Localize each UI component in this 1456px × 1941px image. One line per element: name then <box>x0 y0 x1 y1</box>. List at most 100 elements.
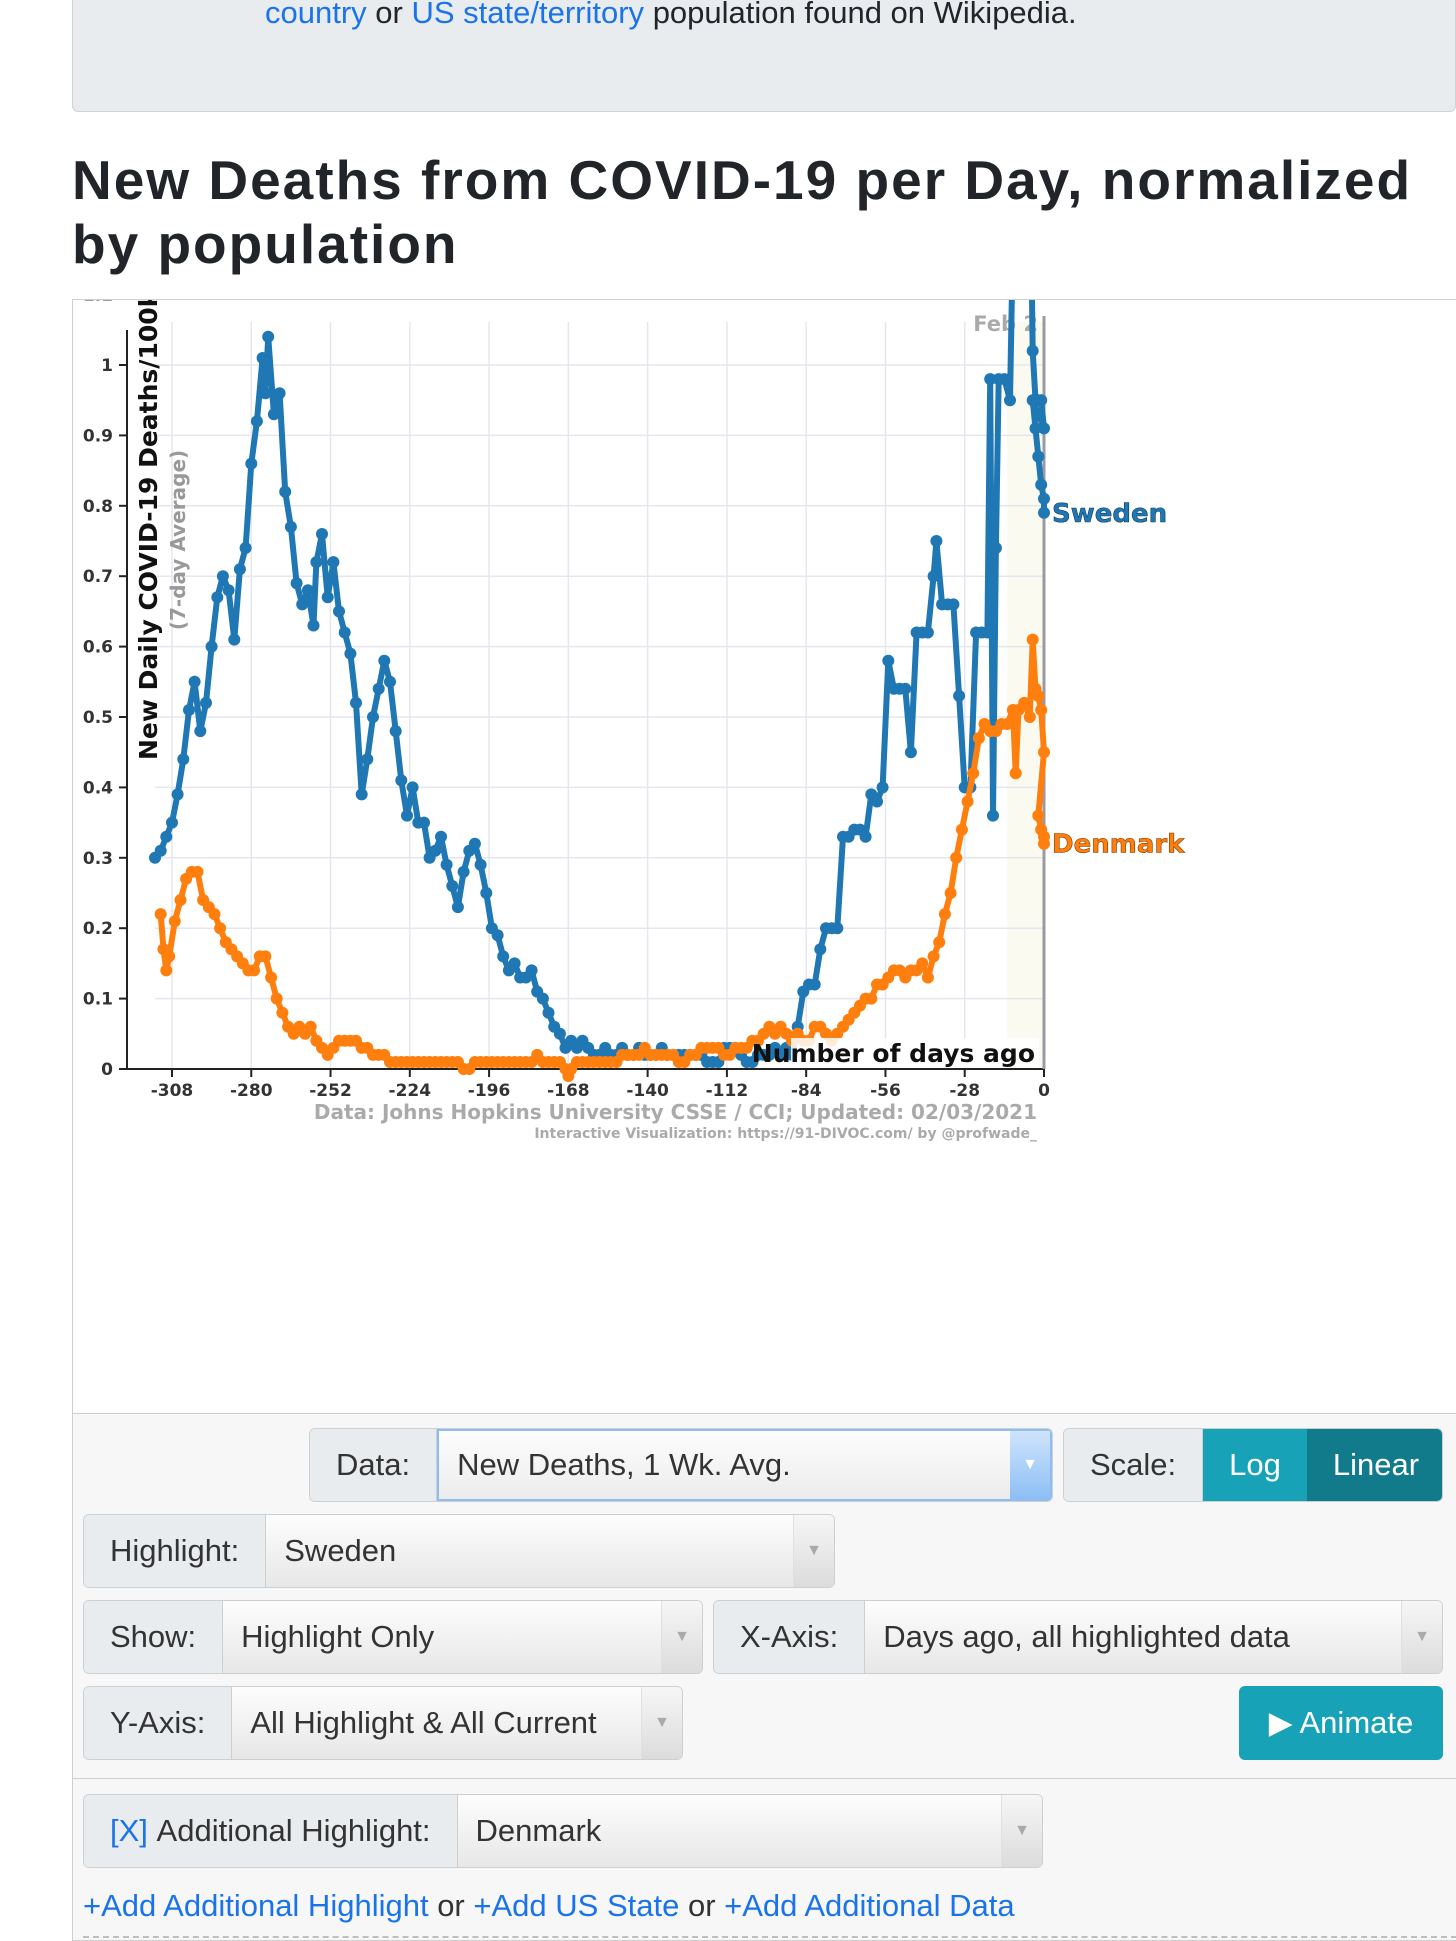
data-point-sweden <box>808 978 821 991</box>
data-point-denmark <box>1035 704 1048 716</box>
remove-highlight-link[interactable]: [X] <box>110 1813 148 1848</box>
data-point-sweden <box>474 858 487 871</box>
data-point-sweden <box>1035 394 1048 407</box>
data-point-denmark <box>967 767 980 780</box>
data-point-sweden <box>316 528 328 540</box>
x-tick-label: -112 <box>706 1081 749 1101</box>
add-state-link[interactable]: +Add US State <box>473 1888 680 1923</box>
controls-panel: Data: New Deaths, 1 Wk. Avg. ▼ Scale: Lo… <box>72 1413 1456 1941</box>
data-point-sweden <box>177 753 190 766</box>
data-point-sweden <box>250 415 263 428</box>
chevron-down-icon: ▼ <box>1001 1795 1042 1867</box>
y-axis-title: New Daily COVID-19 Deaths/100k people <box>134 300 163 760</box>
series-line-sweden <box>152 300 1047 1065</box>
data-point-sweden <box>296 598 309 611</box>
data-point-sweden <box>228 633 241 646</box>
x-tick-label: -224 <box>389 1081 432 1101</box>
data-point-denmark <box>927 950 940 963</box>
y-tick-label: 0.7 <box>83 567 113 587</box>
data-point-sweden <box>378 654 391 667</box>
data-point-denmark <box>938 908 951 921</box>
data-point-denmark <box>865 992 878 1005</box>
animate-button[interactable]: ▶ Animate <box>1239 1686 1443 1760</box>
highlight-value: Sweden <box>284 1533 397 1568</box>
xaxis-select[interactable]: Days ago, all highlighted data ▼ <box>865 1601 1442 1673</box>
data-point-denmark <box>944 887 957 899</box>
scale-log-button[interactable]: Log <box>1203 1429 1307 1501</box>
data-point-denmark <box>160 964 173 977</box>
data-point-sweden <box>222 584 235 597</box>
data-point-sweden <box>307 619 320 632</box>
data-point-sweden <box>245 457 258 470</box>
data-point-sweden <box>154 844 167 857</box>
data-point-sweden <box>384 675 396 688</box>
chart-panel: Feb 200.10.20.30.40.50.60.70.80.911.11.2… <box>72 299 1456 1419</box>
series-label-sweden: Sweden <box>1052 499 1167 529</box>
show-select[interactable]: Highlight Only ▼ <box>223 1601 702 1673</box>
data-point-denmark <box>1018 696 1031 709</box>
data-point-sweden <box>267 408 280 421</box>
x-axis-title: Number of days ago <box>752 1039 1035 1068</box>
dashed-separator <box>83 1936 1456 1938</box>
scale-linear-button[interactable]: Linear <box>1306 1429 1442 1501</box>
y-tick-label: 0.5 <box>83 708 113 728</box>
chevron-down-icon: ▼ <box>793 1515 834 1587</box>
highlight-select[interactable]: Sweden ▼ <box>266 1515 834 1587</box>
yaxis-label: Y-Axis: <box>84 1687 233 1759</box>
data-point-sweden <box>166 816 178 829</box>
y-tick-label: 0.6 <box>83 638 113 658</box>
data-point-sweden <box>927 570 940 583</box>
data-point-sweden <box>871 795 883 808</box>
divider <box>73 1778 1456 1779</box>
series-label-denmark: Denmark <box>1052 830 1185 860</box>
data-point-sweden <box>480 887 493 899</box>
data-point-sweden <box>205 640 218 653</box>
chevron-down-icon: ▼ <box>1010 1431 1050 1499</box>
data-point-sweden <box>981 626 994 639</box>
data-point-sweden <box>273 387 286 400</box>
additional-select[interactable]: Denmark ▼ <box>457 1795 1042 1867</box>
data-point-denmark <box>304 1020 317 1033</box>
add-highlight-link[interactable]: +Add Additional Highlight <box>83 1888 429 1923</box>
scale-label: Scale: <box>1064 1429 1204 1501</box>
state-link[interactable]: US state/territory <box>411 0 645 30</box>
data-point-sweden <box>814 943 827 956</box>
x-tick-label: -28 <box>949 1081 980 1101</box>
add-data-link[interactable]: +Add Additional Data <box>724 1888 1015 1923</box>
x-tick-label: -196 <box>468 1081 511 1101</box>
or-text: or <box>437 1888 465 1923</box>
data-point-sweden <box>553 1027 566 1040</box>
x-tick-label: 0 <box>1038 1081 1050 1101</box>
x-tick-label: -168 <box>547 1081 590 1101</box>
data-point-sweden <box>1035 478 1048 491</box>
data-point-denmark <box>916 957 929 970</box>
yaxis-select[interactable]: All Highlight & All Current ▼ <box>232 1687 682 1759</box>
data-point-sweden <box>987 809 999 822</box>
data-point-sweden <box>256 352 269 364</box>
data-select[interactable]: New Deaths, 1 Wk. Avg. ▼ <box>437 1429 1052 1501</box>
date-marker-label: Feb 2 <box>973 312 1038 336</box>
highlight-group: Highlight: Sweden ▼ <box>83 1514 835 1588</box>
data-point-denmark <box>1026 633 1039 646</box>
data-point-sweden <box>183 704 195 716</box>
data-point-sweden <box>1026 394 1039 407</box>
data-point-denmark <box>950 851 963 864</box>
y-tick-label: 0.4 <box>83 778 113 798</box>
data-point-sweden <box>327 556 340 569</box>
data-point-denmark <box>214 922 227 935</box>
data-point-sweden <box>355 788 368 801</box>
data-point-denmark <box>921 971 934 984</box>
or-text: or <box>687 1888 716 1923</box>
info-or: or <box>375 0 403 30</box>
data-point-sweden <box>200 696 212 709</box>
data-point-sweden <box>1032 450 1045 463</box>
country-link[interactable]: country <box>265 0 367 30</box>
data-point-denmark <box>1023 711 1036 723</box>
y-tick-label: 0.3 <box>83 849 113 869</box>
chevron-down-icon: ▼ <box>641 1687 682 1759</box>
data-point-sweden <box>904 746 917 759</box>
data-point-sweden <box>350 696 362 709</box>
data-point-denmark <box>163 950 176 963</box>
y-tick-label: 1.1 <box>83 300 113 306</box>
y-tick-label: 0 <box>101 1060 113 1080</box>
